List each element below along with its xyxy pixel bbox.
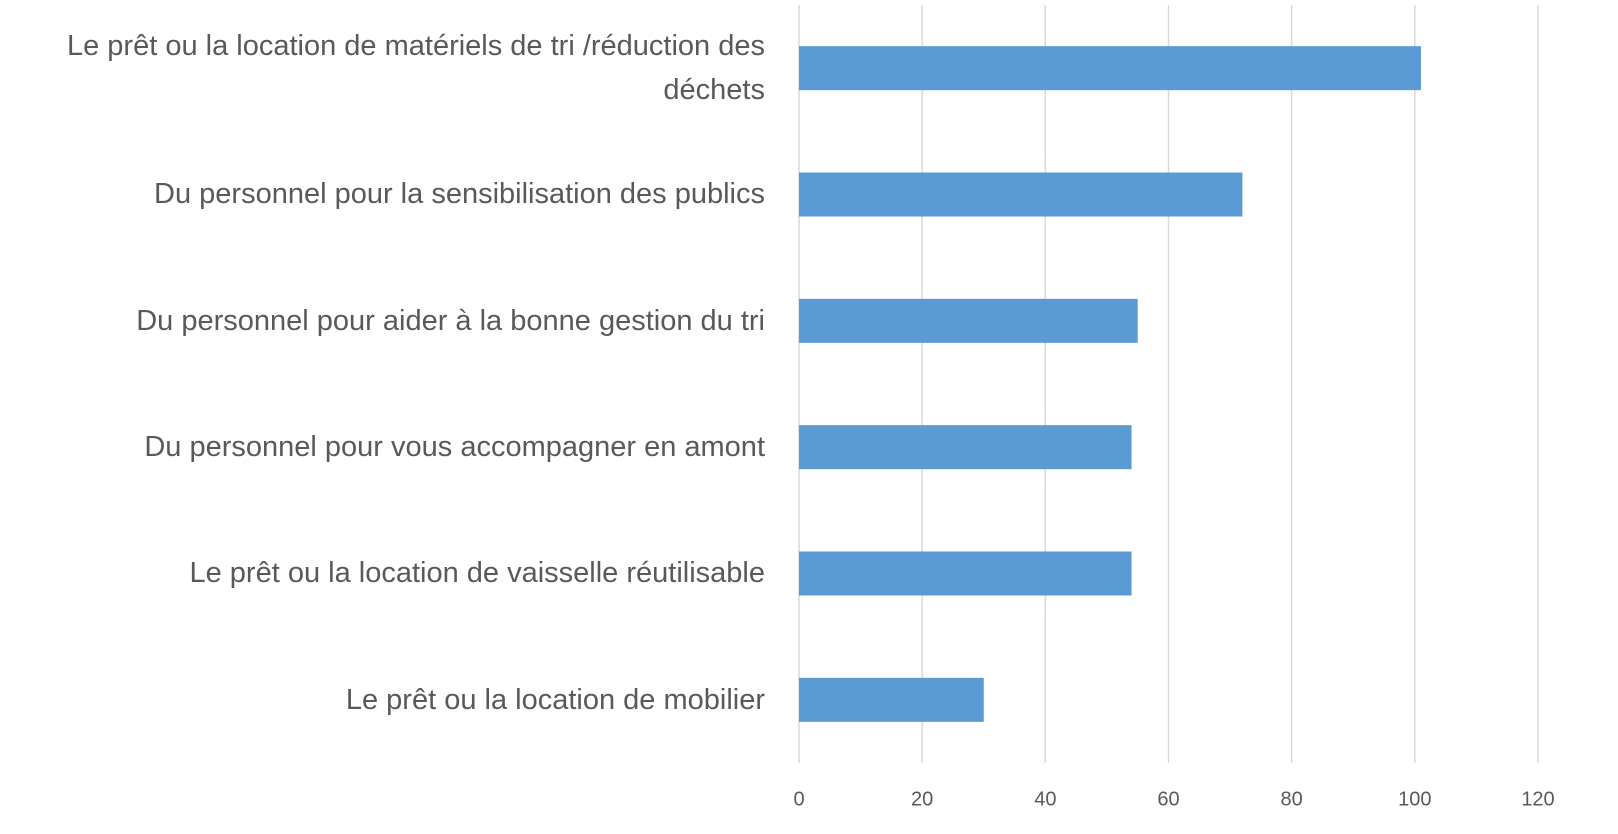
category-row: Du personnel pour la sensibilisation des… — [0, 131, 765, 257]
category-row: Le prêt ou la location de mobilier — [0, 637, 765, 763]
category-row: Le prêt ou la location de vaisselle réut… — [0, 510, 765, 636]
x-tick-label: 100 — [1398, 788, 1431, 810]
y-tick-label: Du personnel pour vous accompagner en am… — [144, 431, 765, 464]
bar — [799, 677, 984, 722]
x-tick-label: 80 — [1281, 788, 1303, 810]
bar — [799, 46, 1421, 91]
bar — [799, 551, 1132, 596]
y-tick-label: Le prêt ou la location de matériels de t… — [66, 30, 765, 107]
category-row: Du personnel pour aider à la bonne gesti… — [0, 258, 765, 384]
bar — [799, 172, 1243, 217]
category-row: Le prêt ou la location de matériels de t… — [0, 5, 765, 131]
x-tick-label: 20 — [911, 788, 933, 810]
x-tick-label: 60 — [1157, 788, 1179, 810]
x-tick-label: 40 — [1034, 788, 1056, 810]
bar — [799, 298, 1138, 343]
category-row: Du personnel pour vous accompagner en am… — [0, 384, 765, 510]
y-tick-label: Le prêt ou la location de mobilier — [345, 683, 765, 716]
x-tick-label: 0 — [793, 788, 804, 810]
y-tick-label: Du personnel pour la sensibilisation des… — [154, 178, 765, 211]
y-tick-label: Le prêt ou la location de vaisselle réut… — [189, 557, 765, 590]
y-tick-label: Du personnel pour aider à la bonne gesti… — [136, 304, 765, 337]
bar — [799, 425, 1132, 470]
x-tick-label: 120 — [1521, 788, 1554, 810]
